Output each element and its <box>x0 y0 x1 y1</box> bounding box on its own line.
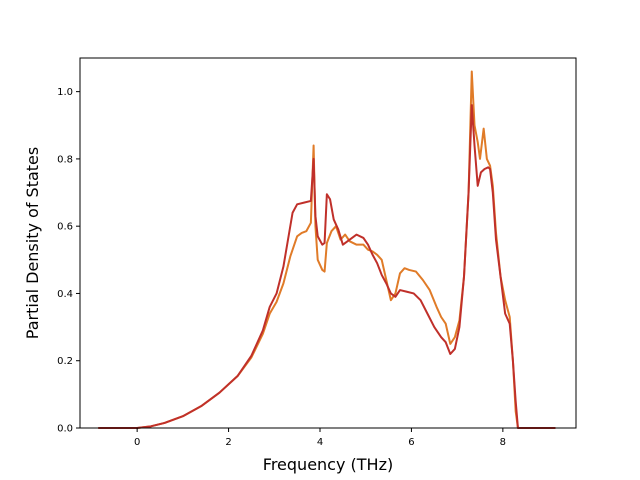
axes-frame <box>79 57 577 429</box>
x-tick-label: 0 <box>134 437 140 448</box>
series-line-2 <box>98 104 556 429</box>
x-tick-label: 8 <box>500 437 506 448</box>
x-tick-label: 4 <box>317 437 323 448</box>
y-axis-label: Partial Density of States <box>23 147 42 339</box>
y-tick-label: 0.0 <box>57 424 73 435</box>
y-tick-label: 1.0 <box>57 87 73 98</box>
plot-lines <box>98 70 556 429</box>
y-axis-ticks: 0.0 0.2 0.4 0.6 0.8 1.0 <box>57 87 80 435</box>
y-tick-label: 0.4 <box>57 289 73 300</box>
y-tick-label: 0.6 <box>57 222 73 233</box>
x-axis-ticks: 0 2 4 6 8 <box>134 428 506 448</box>
y-tick-label: 0.8 <box>57 154 73 165</box>
y-tick-label: 0.2 <box>57 356 73 367</box>
x-tick-label: 2 <box>225 437 231 448</box>
series-line-1 <box>98 70 556 429</box>
x-tick-label: 6 <box>408 437 414 448</box>
x-axis-label: Frequency (THz) <box>263 455 393 474</box>
